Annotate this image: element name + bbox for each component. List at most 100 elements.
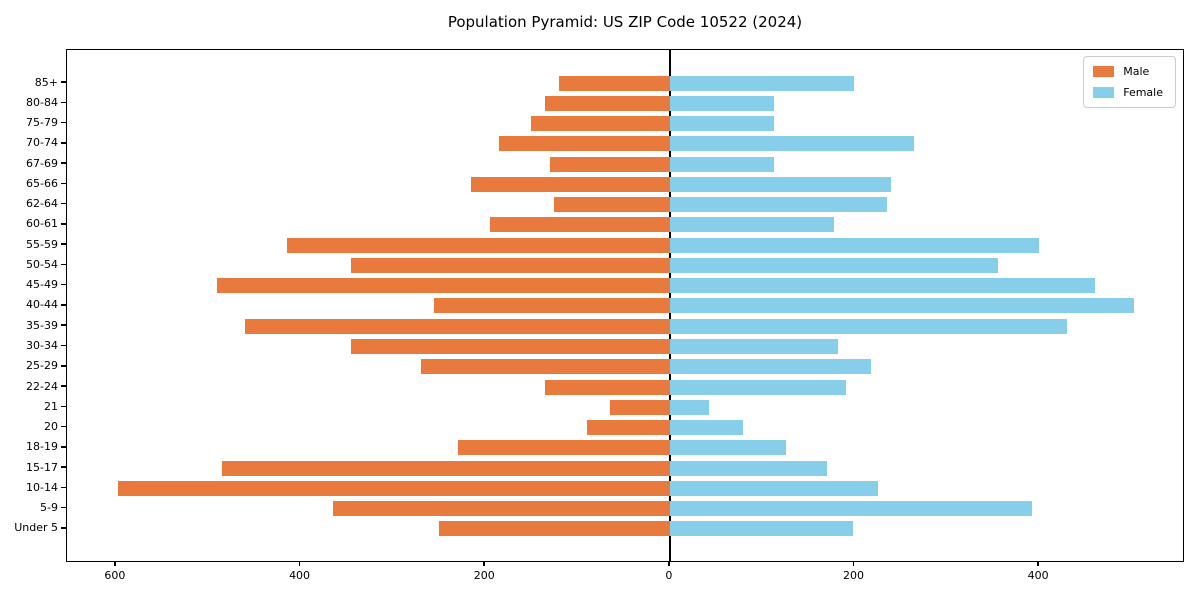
xtick-mark-1 <box>298 561 301 566</box>
ytick-mark-67-69 <box>61 162 66 164</box>
bar-female-21 <box>669 399 709 415</box>
ytick-mark-70-74 <box>61 142 66 144</box>
bar-female-65-66 <box>669 176 892 192</box>
bar-male-22-24 <box>545 379 670 395</box>
bar-male-50-54 <box>351 257 670 273</box>
bar-male-Under 5 <box>439 521 670 537</box>
bar-female-85+ <box>669 75 855 91</box>
bar-male-35-39 <box>245 318 670 334</box>
bar-male-10-14 <box>117 480 670 496</box>
bar-male-80-84 <box>545 95 670 111</box>
bar-male-75-79 <box>531 116 670 132</box>
bar-male-67-69 <box>549 156 670 172</box>
ytick-label-75-79: 75-79 <box>26 116 58 130</box>
ytick-label-18-19: 18-19 <box>26 440 58 454</box>
bar-male-40-44 <box>434 298 670 314</box>
legend-swatch-female <box>1093 87 1115 98</box>
ytick-label-21: 21 <box>44 399 58 413</box>
ytick-label-45-49: 45-49 <box>26 278 58 292</box>
legend-item-male: Male <box>1093 65 1163 78</box>
ytick-mark-22-24 <box>61 385 66 387</box>
ytick-mark-5-9 <box>61 506 66 509</box>
bar-female-Under 5 <box>669 521 853 537</box>
ytick-label-70-74: 70-74 <box>26 136 58 150</box>
bar-male-15-17 <box>222 460 670 476</box>
ytick-mark-45-49 <box>61 283 66 286</box>
bar-female-10-14 <box>669 480 878 496</box>
ytick-mark-60-61 <box>61 223 66 225</box>
bar-male-20 <box>586 420 670 436</box>
ytick-mark-62-64 <box>61 202 66 205</box>
ytick-label-5-9: 5-9 <box>40 501 58 515</box>
ytick-mark-18-19 <box>61 446 66 448</box>
ytick-mark-10-14 <box>61 486 66 489</box>
bar-female-70-74 <box>669 136 915 152</box>
ytick-mark-Under 5 <box>61 527 66 529</box>
xtick-mark-0 <box>114 561 116 566</box>
bar-female-5-9 <box>669 501 1032 517</box>
ytick-mark-35-39 <box>61 324 66 326</box>
ytick-label-50-54: 50-54 <box>26 257 58 271</box>
bar-male-18-19 <box>457 440 670 456</box>
bar-male-55-59 <box>286 237 670 253</box>
xtick-label-4: 200 <box>842 569 864 582</box>
ytick-label-30-34: 30-34 <box>26 339 58 352</box>
ytick-label-60-61: 60-61 <box>26 217 58 231</box>
ytick-label-10-14: 10-14 <box>26 480 58 494</box>
ytick-label-20: 20 <box>44 420 58 434</box>
bar-female-45-49 <box>669 278 1095 294</box>
ytick-label-80-84: 80-84 <box>26 95 58 109</box>
ytick-mark-50-54 <box>61 263 66 266</box>
xtick-mark-5 <box>1037 561 1039 566</box>
ytick-mark-80-84 <box>61 101 66 104</box>
bar-female-80-84 <box>669 95 775 111</box>
bar-male-65-66 <box>471 176 670 192</box>
xtick-label-3: 0 <box>665 569 673 582</box>
legend-swatch-male <box>1093 66 1115 77</box>
ytick-mark-25-29 <box>61 365 66 367</box>
bar-female-67-69 <box>669 156 775 172</box>
xtick-mark-2 <box>483 561 485 566</box>
ytick-label-35-39: 35-39 <box>26 318 58 332</box>
bar-male-45-49 <box>217 278 670 294</box>
bar-male-70-74 <box>499 136 670 152</box>
bar-female-22-24 <box>669 379 847 395</box>
bar-male-85+ <box>559 75 670 91</box>
xtick-mark-4 <box>852 561 855 566</box>
bar-female-62-64 <box>669 197 887 213</box>
legend-item-female: Female <box>1093 86 1163 99</box>
bar-female-30-34 <box>669 339 838 354</box>
ytick-mark-65-66 <box>61 182 66 185</box>
plot-area: Male Female <box>66 49 1184 562</box>
ytick-label-15-17: 15-17 <box>26 460 58 474</box>
bar-female-15-17 <box>669 460 827 476</box>
bar-male-62-64 <box>554 197 670 213</box>
ytick-label-62-64: 62-64 <box>26 197 58 211</box>
bar-female-60-61 <box>669 217 835 233</box>
ytick-label-Under 5: Under 5 <box>14 521 58 535</box>
ytick-mark-15-17 <box>61 466 66 468</box>
xtick-mark-3 <box>668 561 670 566</box>
bar-female-40-44 <box>669 298 1135 314</box>
ytick-mark-20 <box>61 425 66 428</box>
bar-female-75-79 <box>669 116 775 132</box>
ytick-label-25-29: 25-29 <box>26 359 58 373</box>
bar-female-50-54 <box>669 257 998 273</box>
ytick-mark-55-59 <box>61 243 66 245</box>
bar-female-55-59 <box>669 237 1040 253</box>
bar-male-25-29 <box>420 359 670 375</box>
chart-title: Population Pyramid: US ZIP Code 10522 (2… <box>447 13 803 31</box>
bar-female-35-39 <box>669 318 1067 334</box>
xtick-label-0: 600 <box>104 569 126 582</box>
xtick-label-2: 200 <box>473 569 495 582</box>
ytick-label-65-66: 65-66 <box>26 176 58 190</box>
ytick-mark-40-44 <box>61 304 66 306</box>
ytick-label-85+: 85+ <box>34 75 58 89</box>
bar-male-21 <box>609 399 670 415</box>
bar-male-60-61 <box>489 217 670 233</box>
bar-female-20 <box>669 420 743 436</box>
bar-male-5-9 <box>332 501 670 517</box>
legend-label-female: Female <box>1123 86 1163 99</box>
ytick-label-40-44: 40-44 <box>26 298 58 312</box>
xtick-label-1: 400 <box>289 569 311 582</box>
